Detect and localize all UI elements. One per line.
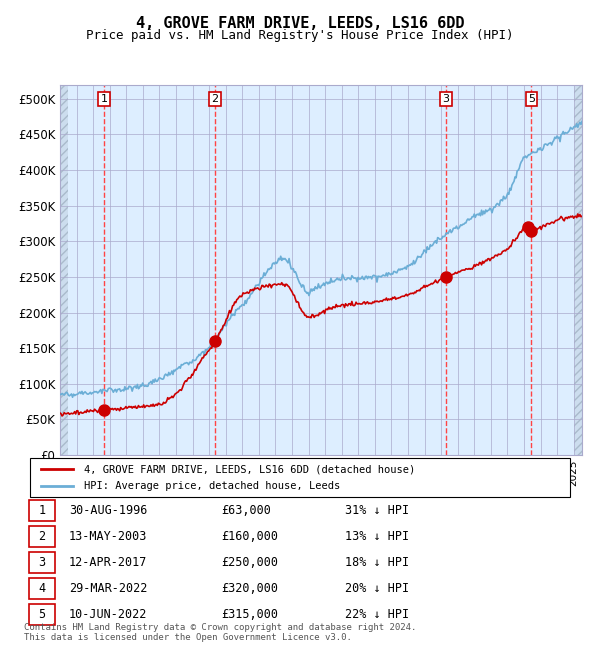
Text: 12-APR-2017: 12-APR-2017 bbox=[69, 556, 147, 569]
FancyBboxPatch shape bbox=[29, 552, 55, 573]
Text: £63,000: £63,000 bbox=[221, 504, 271, 517]
FancyBboxPatch shape bbox=[29, 500, 55, 521]
Text: 30-AUG-1996: 30-AUG-1996 bbox=[69, 504, 147, 517]
Text: 2: 2 bbox=[38, 530, 46, 543]
FancyBboxPatch shape bbox=[29, 578, 55, 599]
FancyBboxPatch shape bbox=[30, 458, 570, 497]
Text: £320,000: £320,000 bbox=[221, 582, 278, 595]
Text: £315,000: £315,000 bbox=[221, 608, 278, 621]
Text: Contains HM Land Registry data © Crown copyright and database right 2024.
This d: Contains HM Land Registry data © Crown c… bbox=[24, 623, 416, 642]
Text: 2: 2 bbox=[212, 94, 218, 104]
Text: 20% ↓ HPI: 20% ↓ HPI bbox=[345, 582, 409, 595]
FancyBboxPatch shape bbox=[29, 604, 55, 625]
Text: 5: 5 bbox=[38, 608, 46, 621]
Text: 4: 4 bbox=[38, 582, 46, 595]
FancyBboxPatch shape bbox=[29, 526, 55, 547]
Text: 22% ↓ HPI: 22% ↓ HPI bbox=[345, 608, 409, 621]
Bar bbox=[60, 84, 68, 455]
Text: 4, GROVE FARM DRIVE, LEEDS, LS16 6DD (detached house): 4, GROVE FARM DRIVE, LEEDS, LS16 6DD (de… bbox=[84, 464, 415, 474]
Text: 31% ↓ HPI: 31% ↓ HPI bbox=[345, 504, 409, 517]
Text: 18% ↓ HPI: 18% ↓ HPI bbox=[345, 556, 409, 569]
Text: 3: 3 bbox=[442, 94, 449, 104]
Text: 29-MAR-2022: 29-MAR-2022 bbox=[69, 582, 147, 595]
Text: 4, GROVE FARM DRIVE, LEEDS, LS16 6DD: 4, GROVE FARM DRIVE, LEEDS, LS16 6DD bbox=[136, 16, 464, 31]
Text: 1: 1 bbox=[38, 504, 46, 517]
Text: 13% ↓ HPI: 13% ↓ HPI bbox=[345, 530, 409, 543]
Bar bbox=[574, 84, 582, 455]
Text: 10-JUN-2022: 10-JUN-2022 bbox=[69, 608, 147, 621]
Text: £160,000: £160,000 bbox=[221, 530, 278, 543]
Text: 3: 3 bbox=[38, 556, 46, 569]
Text: 1: 1 bbox=[101, 94, 107, 104]
Text: £250,000: £250,000 bbox=[221, 556, 278, 569]
Text: 5: 5 bbox=[528, 94, 535, 104]
Text: Price paid vs. HM Land Registry's House Price Index (HPI): Price paid vs. HM Land Registry's House … bbox=[86, 29, 514, 42]
Text: 13-MAY-2003: 13-MAY-2003 bbox=[69, 530, 147, 543]
Text: HPI: Average price, detached house, Leeds: HPI: Average price, detached house, Leed… bbox=[84, 482, 340, 491]
